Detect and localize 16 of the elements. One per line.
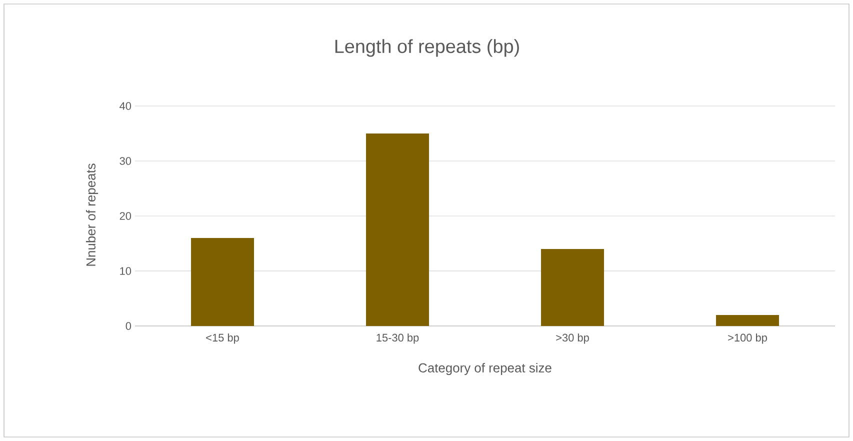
bar — [191, 238, 254, 326]
y-tick-label: 30 — [120, 157, 132, 165]
y-axis-title: Nnuber of repeats — [86, 164, 98, 266]
x-tick-label: >30 bp — [556, 334, 589, 344]
bar — [541, 248, 604, 326]
x-axis-title: Category of repeat size — [418, 362, 552, 376]
chart-title: Length of repeats (bp) — [335, 39, 519, 57]
x-tick-label: <15 bp — [206, 334, 239, 344]
y-tick-label: 0 — [126, 322, 132, 330]
bar — [716, 314, 780, 326]
y-tick-label: 40 — [120, 102, 132, 110]
y-tick-label: 10 — [120, 267, 132, 275]
bar — [366, 133, 430, 326]
x-tick-label: >100 bp — [728, 334, 767, 344]
y-tick-label: 20 — [120, 212, 132, 220]
x-tick-label: 15-30 bp — [376, 334, 419, 344]
